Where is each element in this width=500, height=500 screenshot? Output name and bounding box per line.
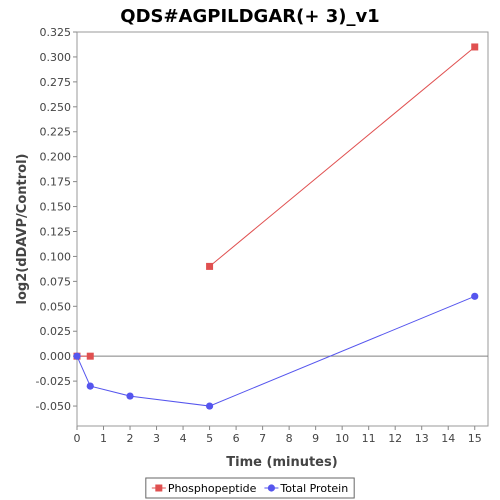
x-tick-label: 1	[100, 432, 107, 445]
chart-title: QDS#AGPILDGAR(+ 3)_v1	[120, 6, 379, 27]
y-tick-label: 0.200	[40, 151, 72, 164]
data-point-total-protein	[86, 382, 94, 390]
series-line-phosphopeptide	[209, 46, 476, 267]
y-tick-label: 0.000	[40, 350, 72, 363]
y-axis: -0.050 -0.025 0.000 0.025 0.050 0.075 0.100 0.1…	[36, 26, 77, 413]
x-axis-label: Time (minutes)	[226, 455, 337, 470]
data-point-phosphopeptide	[471, 43, 479, 51]
y-tick-label: 0.175	[40, 176, 72, 189]
x-tick-label: 0	[74, 432, 81, 445]
x-tick-label: 9	[312, 432, 319, 445]
x-tick-label: 4	[180, 432, 187, 445]
x-tick-label: 8	[286, 432, 293, 445]
x-tick-label: 2	[127, 432, 134, 445]
series-total-protein	[73, 292, 479, 410]
series-layer	[73, 43, 479, 410]
x-tick-label: 12	[388, 432, 402, 445]
legend-label-total-protein: Total Protein	[279, 482, 348, 495]
data-point-phosphopeptide	[206, 262, 214, 270]
y-tick-label: 0.075	[40, 275, 72, 288]
y-tick-label: 0.100	[40, 250, 72, 263]
data-point-total-protein	[471, 292, 479, 300]
legend-marker-phosphopeptide	[155, 484, 163, 492]
legend: Phosphopeptide Total Protein	[145, 477, 355, 499]
y-tick-label: 0.250	[40, 101, 72, 114]
y-tick-label: 0.025	[40, 325, 72, 338]
plot-area	[76, 31, 489, 427]
data-point-total-protein	[73, 352, 81, 360]
y-tick-label: 0.300	[40, 51, 72, 64]
y-tick-label: 0.150	[40, 201, 72, 214]
x-tick-label: 6	[233, 432, 240, 445]
data-point-total-protein	[205, 402, 214, 410]
x-tick-label: 15	[468, 432, 482, 445]
data-point-phosphopeptide	[86, 352, 94, 360]
x-tick-label: 11	[362, 432, 376, 445]
y-tick-label: 0.050	[40, 300, 72, 313]
x-tick-label: 5	[206, 432, 213, 445]
data-point-total-protein	[126, 392, 134, 400]
y-tick-label: 0.325	[40, 26, 72, 39]
y-tick-label: -0.050	[36, 400, 71, 413]
legend-marker-total-protein	[267, 484, 276, 492]
x-tick-label: 3	[153, 432, 160, 445]
legend-label-phosphopeptide: Phosphopeptide	[168, 482, 257, 495]
x-axis: 0 1 2 3 4 5 6 7 8 9 10 11 12 13 14 15	[74, 426, 482, 445]
x-tick-label: 14	[441, 432, 455, 445]
y-tick-label: 0.125	[40, 225, 72, 238]
x-tick-label: 13	[415, 432, 429, 445]
y-tick-label: -0.025	[36, 375, 71, 388]
y-tick-label: 0.225	[40, 126, 72, 139]
x-tick-label: 10	[335, 432, 349, 445]
y-tick-label: 0.275	[40, 76, 72, 89]
y-axis-label: log2(dDAVP/Control)	[15, 154, 30, 305]
x-tick-label: 7	[259, 432, 266, 445]
legend-box	[145, 477, 355, 499]
